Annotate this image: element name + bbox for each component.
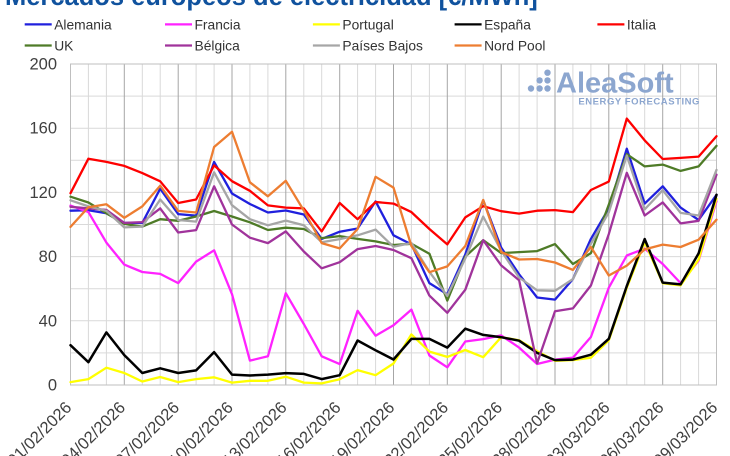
svg-text:Nord Pool: Nord Pool xyxy=(484,38,545,53)
svg-text:160: 160 xyxy=(29,120,57,138)
svg-text:40: 40 xyxy=(39,312,57,330)
svg-text:120: 120 xyxy=(29,184,57,202)
svg-text:AleaSoft: AleaSoft xyxy=(556,68,674,100)
svg-text:Francia: Francia xyxy=(195,17,241,32)
svg-text:80: 80 xyxy=(39,248,57,266)
svg-text:UK: UK xyxy=(54,38,74,53)
svg-text:Bélgica: Bélgica xyxy=(195,38,241,53)
svg-text:0: 0 xyxy=(48,377,57,395)
svg-text:Países Bajos: Países Bajos xyxy=(342,38,423,53)
svg-text:Italia: Italia xyxy=(627,17,656,32)
svg-text:Mercados europeos de electrici: Mercados europeos de electricidad [€/MWh… xyxy=(5,0,538,11)
svg-text:Alemania: Alemania xyxy=(54,17,112,32)
svg-text:ENERGY FORECASTING: ENERGY FORECASTING xyxy=(578,97,700,108)
svg-text:España: España xyxy=(484,17,531,32)
svg-text:200: 200 xyxy=(29,56,57,74)
svg-text:Portugal: Portugal xyxy=(342,17,393,32)
